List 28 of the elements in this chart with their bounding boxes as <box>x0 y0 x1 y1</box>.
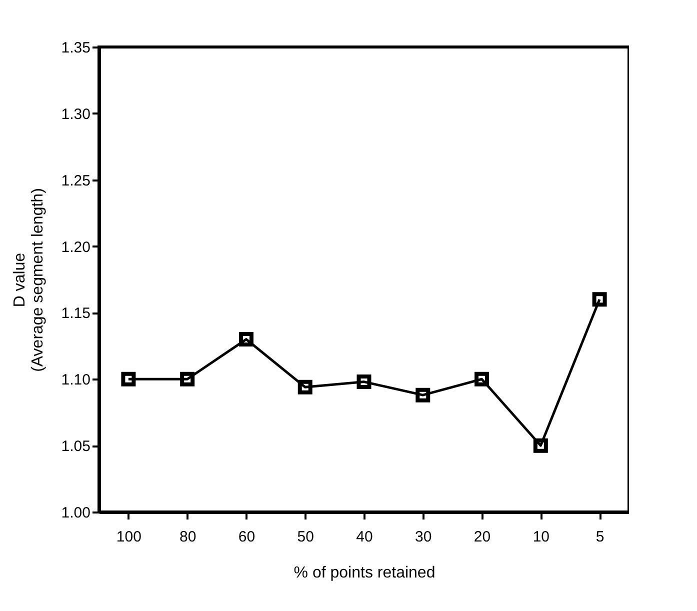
point <box>121 372 136 386</box>
point <box>356 374 372 390</box>
y-tick-label: 1.15 <box>61 305 90 322</box>
point <box>592 292 607 307</box>
y-tick-label: 1.35 <box>61 40 90 56</box>
y-tick-label: 1.00 <box>61 504 90 522</box>
x-tick-label: 30 <box>415 528 432 546</box>
point <box>416 388 430 402</box>
x-tick-label: 10 <box>532 528 550 546</box>
x-tick-label: 60 <box>238 528 256 546</box>
point <box>533 438 548 453</box>
x-tick-label: 80 <box>179 528 196 546</box>
x-tick-label: 50 <box>297 528 314 546</box>
point <box>474 372 490 386</box>
point <box>298 380 312 394</box>
x-tick-label: 20 <box>474 528 491 546</box>
y-axis-title: D value (Average segment length) <box>11 188 46 372</box>
y-tick-label: 1.25 <box>61 172 90 190</box>
y-tick-label: 1.20 <box>61 238 90 256</box>
x-tick-label: 100 <box>116 528 142 546</box>
point <box>238 332 254 347</box>
x-tick-label: 5 <box>596 528 604 546</box>
point <box>180 372 195 386</box>
x-axis-title: % of points retained <box>294 564 436 582</box>
x-tick-label: 40 <box>356 528 373 546</box>
y-tick-label: 1.10 <box>61 372 90 389</box>
y-tick-label: 1.30 <box>61 106 90 123</box>
y-tick-label: 1.05 <box>61 438 90 456</box>
